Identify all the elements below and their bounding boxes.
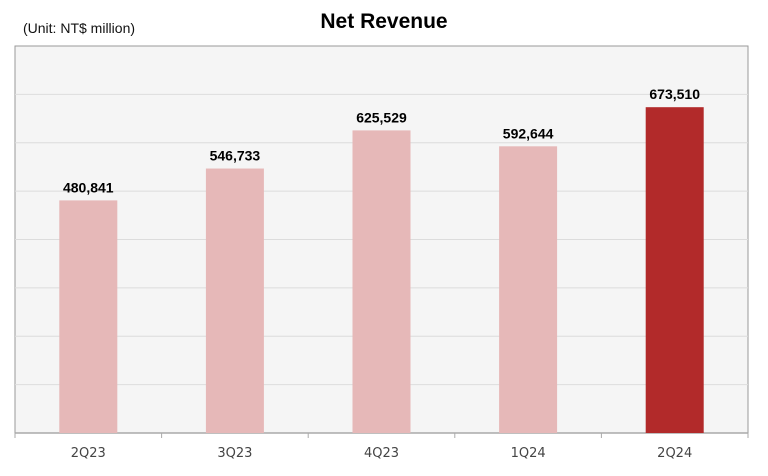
x-tick-label: 3Q23 [217, 446, 252, 461]
chart-title: Net Revenue [320, 10, 448, 33]
data-label: 480,841 [63, 179, 114, 195]
x-tick-label: 1Q24 [511, 446, 546, 461]
data-label: 673,510 [649, 86, 700, 102]
bar-3Q23 [205, 168, 264, 433]
bar-2Q24 [645, 107, 704, 433]
data-label: 592,644 [503, 125, 554, 141]
data-label: 625,529 [356, 109, 407, 125]
data-label: 546,733 [210, 148, 261, 164]
x-tick-label: 2Q24 [657, 446, 692, 461]
bar-4Q23 [352, 130, 411, 434]
x-tick-label: 4Q23 [364, 446, 399, 461]
x-tick-label: 2Q23 [71, 446, 106, 461]
bar-2Q23 [59, 200, 118, 433]
unit-note: (Unit: NT$ million) [23, 20, 136, 36]
bar-1Q24 [499, 146, 558, 433]
